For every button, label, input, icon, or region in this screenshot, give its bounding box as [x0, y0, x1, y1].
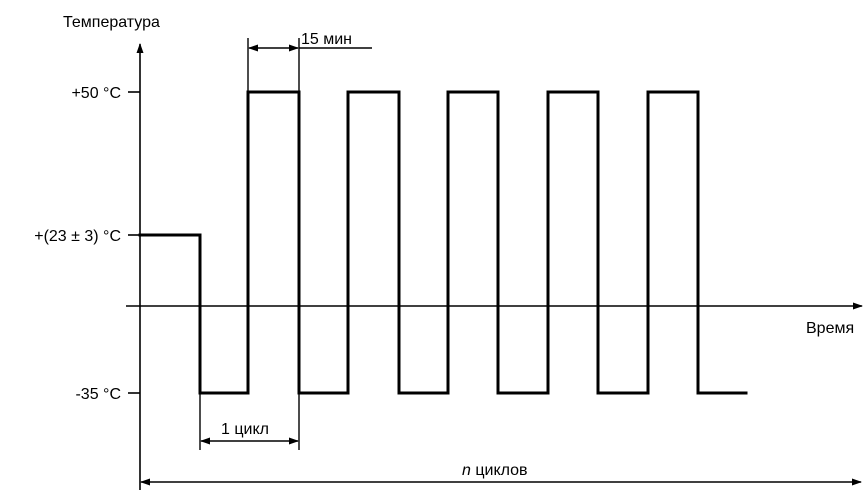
n-cycles-text: циклов: [471, 462, 528, 479]
level-label-low: -35 °C: [75, 386, 121, 403]
temperature-profile-line: [138, 90, 748, 395]
y-axis-label: Температура: [63, 14, 160, 31]
x-axis-label: Время: [806, 320, 854, 337]
level-label-high: +50 °C: [71, 85, 121, 102]
n-cycles-label: n циклов: [462, 462, 528, 479]
n-cycles-italic: n: [462, 462, 471, 479]
level-label-initial: +(23 ± 3) °C: [34, 228, 121, 245]
dwell-time-label: 15 мин: [301, 31, 352, 48]
cycle-label: 1 цикл: [221, 421, 269, 438]
